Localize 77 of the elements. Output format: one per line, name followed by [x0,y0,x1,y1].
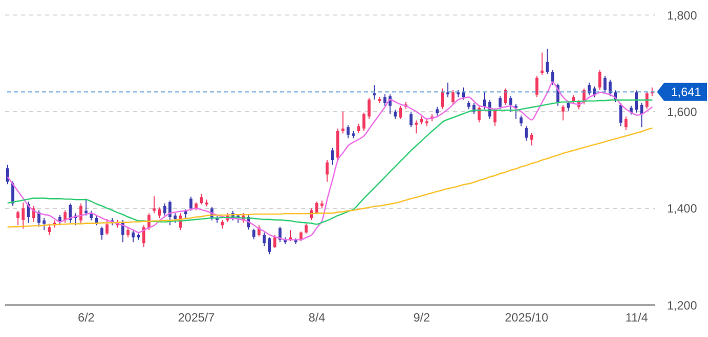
candlestick [304,223,308,234]
candlestick [410,111,413,128]
candlestick [126,227,130,238]
candlestick [509,96,512,112]
candlestick [362,112,366,132]
candlestick [330,147,334,166]
candlestick [357,123,360,134]
candlestick [299,231,302,242]
candlestick [514,103,518,120]
candlestick [278,226,282,243]
candlestick [482,92,486,110]
candlestick [163,203,166,216]
candlestick [540,52,544,76]
candlestick [462,87,465,100]
candlestick [106,218,109,236]
candlestick [604,75,607,93]
candlestick [268,236,272,255]
candlestick [174,212,177,224]
candlestick [562,104,565,121]
candlestick [326,160,329,182]
candlestick [504,88,507,106]
candlestick [37,210,40,228]
candlestick [399,105,402,120]
candlestick [588,82,591,96]
candlestick [634,90,638,114]
x-tick-label: 6/2 [78,310,95,325]
candlestick [189,196,192,212]
candlestick [22,202,25,230]
x-tick-label: 2025/10 [504,310,549,325]
y-tick-label: 1,600 [667,104,698,119]
x-tick-label: 11/4 [625,310,648,325]
candlestick [273,234,276,248]
y-tick-label: 1,200 [667,298,698,312]
candlestick [168,200,172,226]
candlestick [383,94,386,106]
x-tick-label: 9/2 [413,310,430,325]
candlestick [68,203,72,224]
candlestick [262,232,266,247]
candlestick [341,111,344,134]
candlestick [132,230,135,243]
candlestick [441,88,444,110]
candlestick [598,70,602,90]
candlestick [530,132,534,146]
y-tick-label: 1,400 [667,202,698,216]
candlestick [624,116,628,131]
candlestick [520,115,523,127]
candlestick [346,124,350,139]
candlestick [100,226,104,240]
candlestick [640,102,644,128]
candlestick [551,70,554,86]
candlestick [446,82,450,98]
candlestick [645,90,648,110]
candlestick [6,164,9,185]
candlestick [498,96,502,110]
ref-line-label: 1,641 [670,84,702,99]
candlestick [546,48,549,74]
candlestick [158,206,161,218]
candlestick [368,98,371,120]
x-tick-label: 8/4 [308,310,326,325]
candlestick [524,126,528,142]
candlestick [142,224,146,248]
candlestick [619,102,622,127]
candlestick [79,203,82,224]
candlestick [608,79,612,97]
candlestick [95,216,98,226]
candlestick [394,109,397,120]
candlestick [200,193,203,205]
candlestick [252,228,256,240]
candlestick [452,89,455,105]
candlestick [566,100,570,112]
candlestick [152,196,156,214]
candlestick [16,210,20,226]
candlestick [42,218,46,231]
candlestick [64,210,67,224]
candlestick [535,75,538,98]
y-tick-label: 1,800 [667,8,698,22]
x-tick-label: 2025/7 [178,310,216,325]
